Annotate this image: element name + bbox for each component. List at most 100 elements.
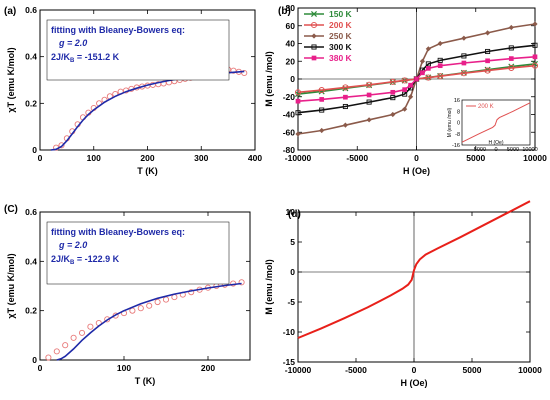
y-axis-label: M (emu /mol) (264, 51, 274, 107)
inset-x-label: H (Oe) (489, 140, 504, 146)
data-point (425, 61, 431, 67)
x-axis-label: T (K) (137, 166, 158, 176)
data-point (295, 98, 301, 104)
series-line (56, 282, 242, 361)
x-tick-label: 5000 (466, 153, 485, 163)
data-point (532, 54, 538, 60)
data-point (532, 42, 538, 48)
x-tick-label: 5000 (463, 365, 482, 375)
annotation-box (46, 221, 230, 285)
legend-marker (311, 55, 317, 61)
panel-d: (d) -10000 -5000 0 5000 10000 -15 -10 -5 0 5 10 H (O… (264, 200, 542, 388)
data-point (484, 67, 491, 74)
data-point (390, 95, 396, 101)
data-point (342, 84, 349, 91)
data-point (87, 323, 94, 330)
data-point (419, 58, 426, 64)
legend-marker (311, 44, 317, 50)
legend-label: 200 K (329, 20, 353, 30)
annotation-line1: fitting with Bleaney-Bowers eq: (51, 25, 185, 35)
y-tick-label: 0.4 (25, 256, 37, 266)
y-ticks: 0 0.2 0.4 0.6 (25, 5, 255, 155)
x-ticks: 0 100 200 300 400 (38, 10, 262, 163)
inset-chart: -16 -8 0 8 16 -5000 0 5000 10000 H (Oe) M (emu /mo… (447, 98, 538, 153)
inset-y-tick-label: 16 (454, 98, 460, 104)
data-point (366, 81, 373, 88)
x-tick-label: 0 (38, 363, 43, 373)
data-point (238, 279, 245, 286)
data-point (319, 97, 325, 102)
x-tick-label: 10000 (518, 365, 542, 375)
legend-marker (310, 21, 318, 29)
data-point (485, 58, 490, 64)
x-ticks: 0 100 200 (38, 212, 215, 373)
y-tick-label: 0.2 (25, 306, 37, 316)
inset-x-tick-label: -5000 (472, 147, 486, 153)
x-tick-label: 100 (87, 153, 101, 163)
legend-label: 300 K (329, 42, 353, 52)
inset-y-label: M (emu /mol) (447, 107, 453, 137)
x-axis-label: H (Oe) (401, 378, 428, 388)
x-tick-label: -5000 (346, 153, 368, 163)
data-point (437, 40, 443, 47)
annotation-g: g = 2.0 (58, 240, 87, 250)
fit-annotation: fitting with Bleaney-Bowers eq: g = 2.0 2J… (46, 221, 230, 285)
inset-y-tick-label: -16 (452, 143, 460, 149)
data-point (70, 334, 77, 341)
panel-label: (d) (288, 209, 301, 220)
y-tick-label: 0.6 (25, 207, 37, 217)
panel-b: (b)-10000 -5000 0 5000 10000-80-60-40-200204… (264, 3, 547, 176)
inset-y-tick-label: 8 (457, 109, 460, 115)
y-tick-label: 10 (286, 207, 296, 217)
data-point (461, 35, 467, 41)
legend-marker (311, 33, 317, 39)
inset-legend-label: 200 K (478, 104, 494, 110)
data-point (343, 94, 348, 100)
legend-marker (310, 10, 318, 18)
y-tick-label: 80 (286, 3, 296, 13)
data-point (508, 45, 514, 51)
y-tick-label: -60 (283, 127, 296, 137)
x-tick-label: -10000 (285, 153, 312, 163)
series-0 (45, 279, 245, 361)
x-tick-label: 100 (117, 363, 131, 373)
data-point (154, 298, 161, 306)
fit-annotation: fitting with Bleaney-Bowers eq: g = 2.0 2J… (46, 19, 230, 81)
inset-x-tick-label: 5000 (507, 147, 519, 153)
y-tick-label: -20 (283, 92, 296, 102)
annotation-line3: 2J/KB = -122.9 K (51, 254, 120, 266)
data-point (366, 117, 372, 123)
data-point (531, 62, 539, 69)
legend-label: 150 K (329, 9, 353, 19)
data-point (53, 348, 60, 355)
inset-x-tick-label: 0 (494, 147, 497, 153)
x-axis-label: H (Oe) (403, 166, 430, 176)
data-point (437, 63, 443, 69)
y-ticks: 0 0.2 0.4 0.6 (25, 207, 250, 365)
data-point (146, 302, 153, 309)
y-tick-label: 0 (32, 145, 37, 155)
data-point (408, 82, 413, 88)
data-point (319, 127, 325, 134)
x-axis-label: T (K) (135, 376, 156, 386)
panel-label: (b) (278, 6, 291, 17)
data-point (425, 74, 432, 81)
data-point (319, 107, 325, 113)
data-point (78, 329, 86, 336)
x-tick-label: 10000 (523, 153, 547, 163)
y-tick-label: 0.6 (25, 5, 37, 15)
annotation-value: = -122.9 K (74, 254, 119, 264)
annotation-sub: B (70, 260, 75, 266)
data-point (295, 131, 301, 137)
data-point (461, 53, 467, 59)
data-point (437, 57, 443, 63)
data-point (318, 87, 325, 94)
x-tick-label: 300 (194, 153, 208, 163)
data-point (460, 70, 467, 77)
data-point (414, 76, 419, 82)
panel-label: (C) (4, 204, 18, 215)
y-tick-label: 20 (286, 56, 296, 66)
